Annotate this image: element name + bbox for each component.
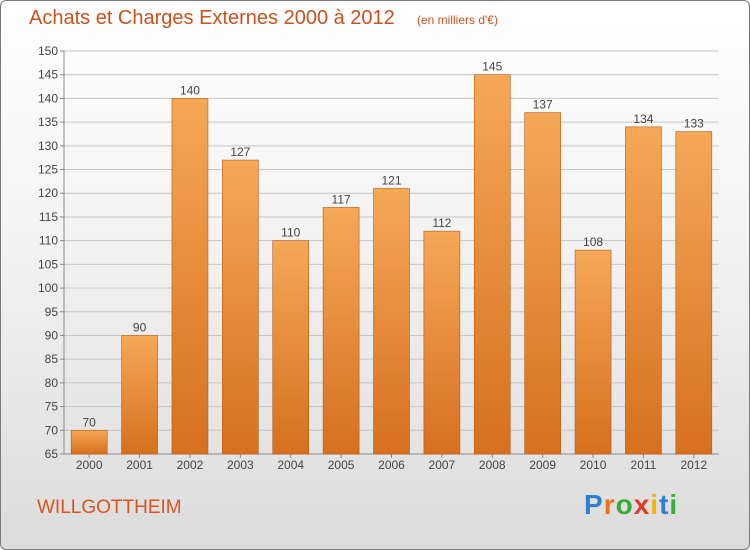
data-label: 108 (583, 235, 603, 249)
bar (675, 131, 713, 455)
bar (625, 126, 662, 455)
bar (70, 429, 108, 455)
logo-letter: P (584, 489, 604, 520)
data-label: 110 (281, 226, 300, 240)
bar (171, 98, 209, 455)
y-tick-label: 80 (45, 376, 59, 390)
y-tick-label: 145 (38, 68, 58, 82)
y-tick-label: 135 (38, 115, 58, 129)
bar (121, 335, 158, 455)
logo-letter: t (659, 489, 670, 520)
y-tick-label: 75 (45, 400, 59, 414)
y-tick-label: 115 (39, 210, 58, 224)
y-tick-label: 110 (39, 234, 58, 248)
data-label: 70 (83, 415, 97, 429)
data-label: 112 (432, 216, 451, 230)
x-tick-label: 2000 (76, 458, 103, 472)
x-tick-label: 2006 (378, 458, 405, 472)
y-tick-label: 90 (45, 328, 59, 342)
bar (473, 74, 511, 455)
bar (322, 207, 360, 455)
y-tick-label: 140 (38, 91, 58, 105)
y-tick-label: 100 (38, 281, 58, 295)
data-label: 134 (633, 112, 653, 126)
bar (423, 230, 461, 455)
bar (373, 188, 410, 455)
bar (574, 249, 612, 455)
x-tick-label: 2003 (227, 458, 254, 472)
y-tick-label: 65 (45, 447, 59, 461)
y-tick-label: 85 (45, 352, 59, 366)
chart-unit: (en milliers d'€) (417, 13, 498, 27)
place-name: WILLGOTTHEIM (37, 497, 182, 518)
x-tick-label: 2007 (429, 458, 456, 472)
bar (222, 159, 259, 455)
x-tick-label: 2012 (680, 458, 707, 472)
y-tick-label: 125 (38, 163, 58, 177)
bar (272, 240, 310, 455)
data-label: 133 (684, 117, 704, 131)
x-tick-label: 2004 (277, 458, 304, 472)
data-label: 145 (482, 60, 502, 74)
data-label: 137 (533, 98, 553, 112)
data-label: 117 (332, 192, 351, 206)
y-tick-label: 105 (38, 257, 58, 271)
logo-letter: x (633, 489, 651, 520)
bar (524, 112, 561, 455)
y-tick-label: 150 (38, 44, 58, 58)
y-tick-label: 120 (38, 186, 58, 200)
proxiti-logo: Proxiti (584, 489, 678, 521)
logo-letter: o (615, 489, 634, 520)
x-tick-label: 2005 (328, 458, 355, 472)
x-tick-label: 2010 (580, 458, 607, 472)
logo-letter: i (650, 489, 660, 520)
logo-letter: r (603, 489, 616, 520)
x-tick-label: 2002 (177, 458, 204, 472)
y-tick-label: 95 (45, 305, 59, 319)
data-label: 140 (180, 83, 200, 97)
bars (70, 74, 713, 455)
x-tick-label: 2008 (479, 458, 506, 472)
data-label: 90 (133, 320, 147, 334)
chart-title: Achats et Charges Externes 2000 à 2012 (29, 7, 395, 29)
labels: 65 70 75 80 85 90 95 100 105 110 115 120 125 130 135 14… (38, 44, 708, 472)
y-tick-label: 130 (38, 139, 58, 153)
x-tick-label: 2011 (631, 458, 657, 472)
x-tick-label: 2009 (529, 458, 556, 472)
x-tick-label: 2001 (126, 458, 153, 472)
data-label: 121 (381, 173, 401, 187)
logo-letter: i (669, 489, 679, 520)
y-tick-label: 70 (45, 423, 59, 437)
data-label: 127 (230, 145, 250, 159)
